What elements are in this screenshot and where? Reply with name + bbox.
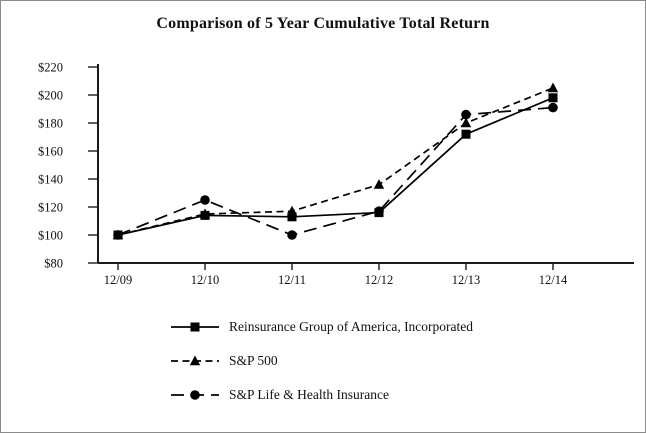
svg-text:12/10: 12/10 (191, 273, 219, 287)
legend-item-sp-life-health: S&P Life & Health Insurance (171, 385, 473, 405)
chart-title: Comparison of 5 Year Cumulative Total Re… (156, 15, 490, 32)
legend-label-sp-life-health: S&P Life & Health Insurance (229, 387, 389, 402)
svg-text:12/14: 12/14 (539, 273, 568, 287)
svg-text:$80: $80 (44, 257, 63, 271)
svg-text:$200: $200 (38, 89, 63, 103)
svg-text:12/12: 12/12 (365, 273, 393, 287)
svg-text:$220: $220 (38, 61, 63, 75)
legend-longdash-line-circle-marker-icon (171, 390, 219, 400)
chart-legend: Reinsurance Group of America, Incorporat… (171, 317, 473, 419)
svg-text:$120: $120 (38, 201, 63, 215)
line-chart-plot-area: $80 $100 $120 $140 $160 $180 $200 $220 12/09 12/1… (38, 61, 634, 287)
svg-text:$160: $160 (38, 145, 63, 159)
svg-text:$100: $100 (38, 229, 63, 243)
legend-label-rga: Reinsurance Group of America, Incorporat… (229, 319, 474, 334)
svg-text:12/11: 12/11 (278, 273, 306, 287)
svg-text:12/13: 12/13 (452, 273, 480, 287)
legend-item-sp500: S&P 500 (171, 351, 473, 371)
legend-item-rga: Reinsurance Group of America, Incorporat… (171, 317, 473, 337)
legend-solid-line-square-marker-icon (171, 322, 219, 332)
legend-label-sp500: S&P 500 (229, 353, 278, 368)
svg-text:12/09: 12/09 (104, 273, 132, 287)
svg-text:$180: $180 (38, 117, 63, 131)
legend-dashed-line-triangle-marker-icon (171, 355, 219, 366)
svg-text:$140: $140 (38, 173, 63, 187)
